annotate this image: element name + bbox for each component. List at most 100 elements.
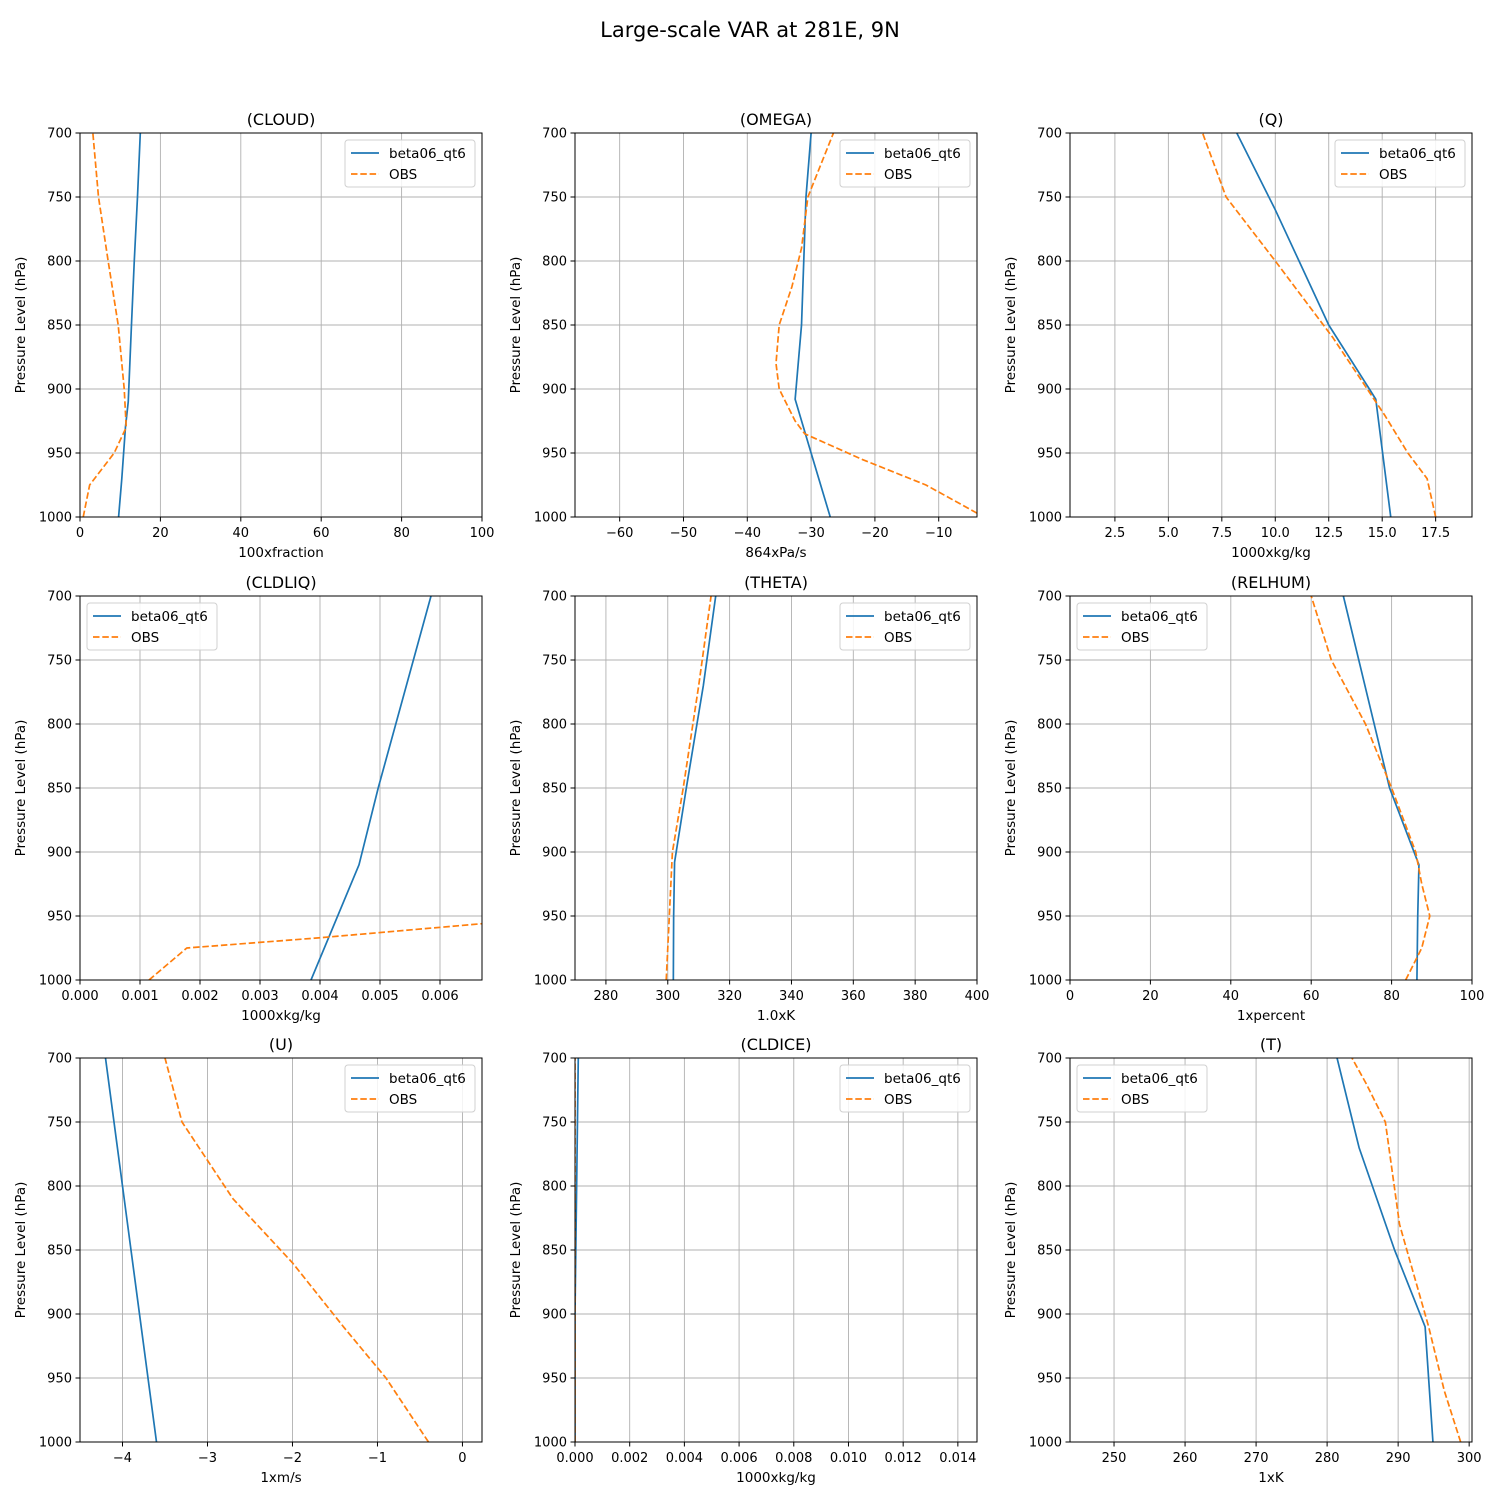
series-line-obs — [1351, 1058, 1462, 1442]
y-tick-label: 800 — [1037, 718, 1062, 733]
legend-label: OBS — [1121, 1092, 1149, 1108]
series-line-obs — [148, 922, 482, 980]
subplot-title: (CLDLIQ) — [245, 573, 316, 592]
x-tick-label: 17.5 — [1421, 526, 1450, 541]
subplot-title: (U) — [269, 1035, 293, 1054]
x-tick-label: 0 — [76, 526, 84, 541]
y-tick-label: 800 — [47, 1180, 72, 1195]
y-axis-label: Pressure Level (hPa) — [508, 257, 524, 394]
legend-label: beta06_qt6 — [1379, 146, 1456, 162]
legend-label: beta06_qt6 — [1121, 609, 1198, 625]
subplot-omega: −60 −50 −40 −30 −20 −10 700 750 800 850 900 950 1000… — [508, 110, 978, 561]
y-tick-label: 1000 — [39, 974, 72, 989]
x-axis-label: 1000xkg/kg — [736, 1470, 816, 1486]
y-tick-label: 800 — [1037, 255, 1062, 270]
series-line-beta06-qt6 — [104, 1058, 158, 1442]
legend-box — [839, 1064, 971, 1113]
subplot-title: (CLDICE) — [741, 1035, 812, 1054]
legend: beta06_qt6 OBS — [344, 1064, 476, 1113]
y-tick-label: 900 — [47, 846, 72, 861]
x-tick-label: 0 — [458, 1451, 466, 1466]
x-tick-label: 0.004 — [666, 1451, 703, 1466]
legend-box — [344, 139, 476, 188]
y-tick-label: 800 — [47, 718, 72, 733]
y-axis-label: Pressure Level (hPa) — [1003, 257, 1019, 394]
x-tick-label: 20 — [1142, 989, 1159, 1004]
y-tick-label: 850 — [47, 319, 72, 334]
x-tick-label: 0.000 — [61, 989, 98, 1004]
subplot-title: (Q) — [1258, 110, 1283, 129]
legend-label: OBS — [884, 630, 912, 646]
x-tick-label: 20 — [152, 526, 169, 541]
legend-label: beta06_qt6 — [389, 1071, 466, 1087]
legend-label: beta06_qt6 — [389, 146, 466, 162]
series-line-beta06-qt6 — [794, 133, 832, 517]
y-tick-label: 900 — [542, 383, 567, 398]
x-axis-label: 864xPa/s — [745, 545, 806, 561]
x-tick-label: −10 — [925, 526, 952, 541]
x-tick-label: 290 — [1386, 1451, 1411, 1466]
y-axis-label: Pressure Level (hPa) — [508, 1182, 524, 1319]
x-tick-label: 0.002 — [611, 1451, 648, 1466]
y-tick-label: 950 — [47, 1372, 72, 1387]
y-tick-label: 850 — [1037, 782, 1062, 797]
y-tick-label: 750 — [47, 191, 72, 206]
legend-label: beta06_qt6 — [884, 609, 961, 625]
y-tick-label: 1000 — [39, 511, 72, 526]
x-axis-label: 1xm/s — [260, 1470, 301, 1486]
y-tick-label: 700 — [1037, 127, 1062, 142]
x-tick-label: 0.003 — [241, 989, 278, 1004]
y-tick-label: 750 — [1037, 654, 1062, 669]
x-axis-label: 1000xkg/kg — [241, 1008, 321, 1024]
series-line-obs — [1310, 596, 1431, 980]
legend-label: OBS — [884, 1092, 912, 1108]
x-tick-label: 0.010 — [830, 1451, 867, 1466]
x-tick-label: 400 — [965, 989, 990, 1004]
legend-box — [839, 602, 971, 651]
legend-label: OBS — [884, 167, 912, 183]
subplot-q: 2.5 5.0 7.5 10.0 12.5 15.0 17.5 700 750 800 850 900… — [1003, 110, 1473, 561]
y-tick-label: 850 — [542, 319, 567, 334]
series-line-beta06-qt6 — [672, 596, 717, 980]
y-tick-label: 850 — [47, 1244, 72, 1259]
y-axis-label: Pressure Level (hPa) — [13, 257, 29, 394]
y-tick-label: 1000 — [39, 1436, 72, 1451]
y-tick-label: 950 — [542, 1372, 567, 1387]
x-tick-label: 100 — [470, 526, 495, 541]
y-tick-label: 700 — [1037, 1052, 1062, 1067]
x-tick-label: 0.000 — [556, 1451, 593, 1466]
legend-label: beta06_qt6 — [131, 609, 208, 625]
y-tick-label: 850 — [542, 782, 567, 797]
y-tick-label: 900 — [1037, 383, 1062, 398]
y-tick-label: 750 — [47, 1116, 72, 1131]
x-axis-label: 1.0xK — [757, 1008, 796, 1024]
y-tick-label: 950 — [47, 447, 72, 462]
x-tick-label: 280 — [1315, 1451, 1340, 1466]
legend: beta06_qt6 OBS — [1076, 602, 1208, 651]
legend-box — [1076, 1064, 1208, 1113]
legend-label: OBS — [389, 167, 417, 183]
legend: beta06_qt6 OBS — [1076, 1064, 1208, 1113]
legend: beta06_qt6 OBS — [344, 139, 476, 188]
x-tick-label: 0 — [1066, 989, 1074, 1004]
x-tick-label: 320 — [717, 989, 742, 1004]
y-tick-label: 700 — [542, 127, 567, 142]
series-line-obs — [82, 133, 128, 517]
x-tick-label: 60 — [1303, 989, 1320, 1004]
x-tick-label: 280 — [594, 989, 619, 1004]
subplot-title: (RELHUM) — [1231, 573, 1311, 592]
x-tick-label: 0.001 — [121, 989, 158, 1004]
x-tick-label: 10.0 — [1261, 526, 1290, 541]
subplot-title: (OMEGA) — [740, 110, 812, 129]
x-tick-label: −60 — [606, 526, 633, 541]
x-tick-label: 80 — [1383, 989, 1400, 1004]
legend: beta06_qt6 OBS — [839, 602, 971, 651]
y-axis-label: Pressure Level (hPa) — [13, 1182, 29, 1319]
x-axis-label: 1xpercent — [1237, 1008, 1305, 1024]
subplot-theta: 280 300 320 340 360 380 400 700 750 800 850 900 950 1… — [508, 573, 989, 1024]
legend-label: OBS — [389, 1092, 417, 1108]
legend: beta06_qt6 OBS — [839, 139, 971, 188]
legend-box — [344, 1064, 476, 1113]
x-tick-label: 340 — [779, 989, 804, 1004]
